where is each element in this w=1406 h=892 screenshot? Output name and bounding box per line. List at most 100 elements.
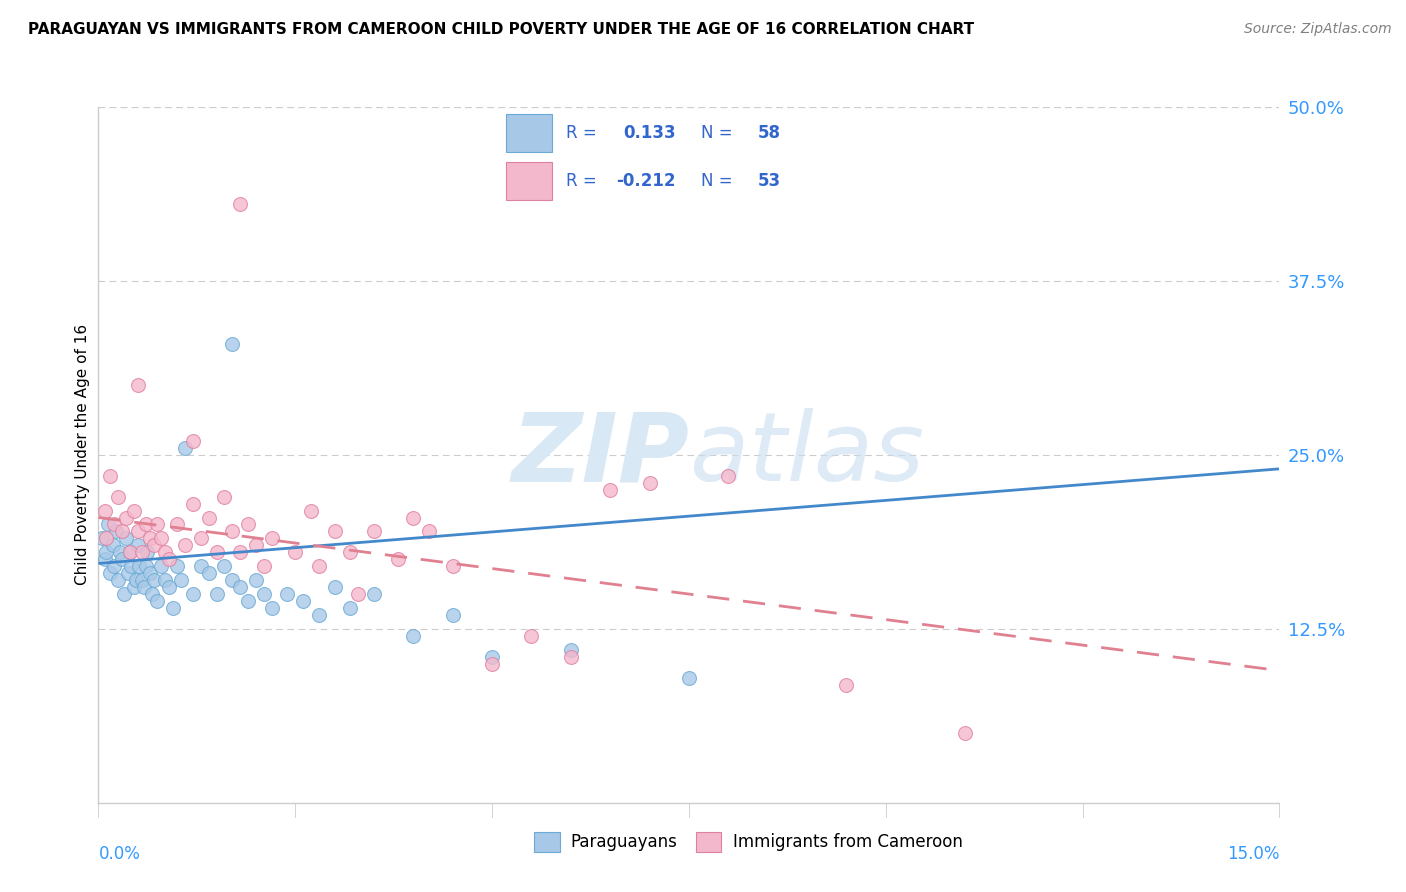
Point bbox=[418, 524, 440, 539]
Point bbox=[717, 468, 740, 483]
Point bbox=[599, 483, 621, 497]
Point bbox=[93, 503, 115, 517]
Point bbox=[115, 532, 138, 546]
Point bbox=[221, 573, 243, 587]
Point bbox=[128, 559, 150, 574]
Point bbox=[253, 559, 276, 574]
Point bbox=[125, 573, 148, 587]
Point bbox=[103, 517, 125, 532]
Point bbox=[118, 545, 141, 559]
Point bbox=[292, 594, 315, 608]
Point bbox=[135, 559, 157, 574]
Point bbox=[245, 538, 267, 552]
Point bbox=[162, 601, 184, 615]
Point bbox=[197, 566, 219, 581]
Point bbox=[190, 532, 212, 546]
Point bbox=[481, 649, 503, 664]
Point bbox=[323, 580, 346, 594]
Point bbox=[323, 524, 346, 539]
Point bbox=[138, 532, 160, 546]
Point bbox=[363, 524, 385, 539]
Point bbox=[520, 629, 543, 643]
Point bbox=[127, 538, 149, 552]
Point bbox=[174, 538, 197, 552]
Point bbox=[127, 378, 149, 392]
Point bbox=[835, 677, 858, 691]
Text: PARAGUAYAN VS IMMIGRANTS FROM CAMEROON CHILD POVERTY UNDER THE AGE OF 16 CORRELA: PARAGUAYAN VS IMMIGRANTS FROM CAMEROON C… bbox=[28, 22, 974, 37]
Point bbox=[174, 441, 197, 455]
Point bbox=[260, 601, 283, 615]
Point bbox=[150, 532, 173, 546]
Point bbox=[97, 517, 120, 532]
Text: 15.0%: 15.0% bbox=[1227, 845, 1279, 863]
Point bbox=[111, 552, 134, 566]
Point bbox=[104, 524, 127, 539]
Point bbox=[197, 510, 219, 524]
Text: atlas: atlas bbox=[689, 409, 924, 501]
Point bbox=[146, 517, 169, 532]
Point bbox=[141, 587, 163, 601]
Point bbox=[131, 545, 153, 559]
Point bbox=[103, 559, 125, 574]
Point bbox=[299, 503, 322, 517]
Point bbox=[308, 559, 330, 574]
Point bbox=[101, 538, 124, 552]
Point bbox=[150, 559, 173, 574]
Point bbox=[112, 587, 135, 601]
Point bbox=[136, 545, 159, 559]
Point bbox=[441, 559, 464, 574]
Text: Source: ZipAtlas.com: Source: ZipAtlas.com bbox=[1244, 22, 1392, 37]
Point bbox=[127, 524, 149, 539]
Point bbox=[560, 642, 582, 657]
Point bbox=[953, 726, 976, 740]
Point bbox=[308, 607, 330, 622]
Point bbox=[253, 587, 276, 601]
Point bbox=[221, 524, 243, 539]
Point bbox=[339, 545, 361, 559]
Point bbox=[560, 649, 582, 664]
Point bbox=[132, 580, 155, 594]
Text: ZIP: ZIP bbox=[510, 409, 689, 501]
Point bbox=[138, 566, 160, 581]
Point bbox=[131, 573, 153, 587]
Point bbox=[347, 587, 370, 601]
Point bbox=[481, 657, 503, 671]
Point bbox=[118, 545, 141, 559]
Point bbox=[122, 580, 145, 594]
Point bbox=[155, 545, 177, 559]
Point bbox=[205, 545, 228, 559]
Point bbox=[190, 559, 212, 574]
Point bbox=[387, 552, 409, 566]
Point bbox=[98, 468, 121, 483]
Point bbox=[93, 552, 115, 566]
Point bbox=[135, 517, 157, 532]
Point bbox=[441, 607, 464, 622]
Point bbox=[115, 510, 138, 524]
Point bbox=[157, 580, 180, 594]
Point bbox=[205, 587, 228, 601]
Point bbox=[111, 524, 134, 539]
Point bbox=[402, 629, 425, 643]
Point bbox=[117, 566, 139, 581]
Point bbox=[214, 490, 236, 504]
Point bbox=[98, 566, 121, 581]
Point bbox=[402, 510, 425, 524]
Point bbox=[181, 434, 204, 448]
Point bbox=[221, 336, 243, 351]
Point bbox=[122, 503, 145, 517]
Point bbox=[166, 517, 188, 532]
Point bbox=[166, 559, 188, 574]
Point bbox=[339, 601, 361, 615]
Point bbox=[284, 545, 307, 559]
Text: 0.0%: 0.0% bbox=[98, 845, 141, 863]
Point bbox=[236, 517, 259, 532]
Point bbox=[142, 573, 165, 587]
Point bbox=[229, 545, 252, 559]
Point bbox=[181, 587, 204, 601]
Point bbox=[157, 552, 180, 566]
Point bbox=[260, 532, 283, 546]
Point bbox=[96, 532, 118, 546]
Point bbox=[96, 545, 118, 559]
Point bbox=[170, 573, 193, 587]
Point bbox=[638, 475, 661, 490]
